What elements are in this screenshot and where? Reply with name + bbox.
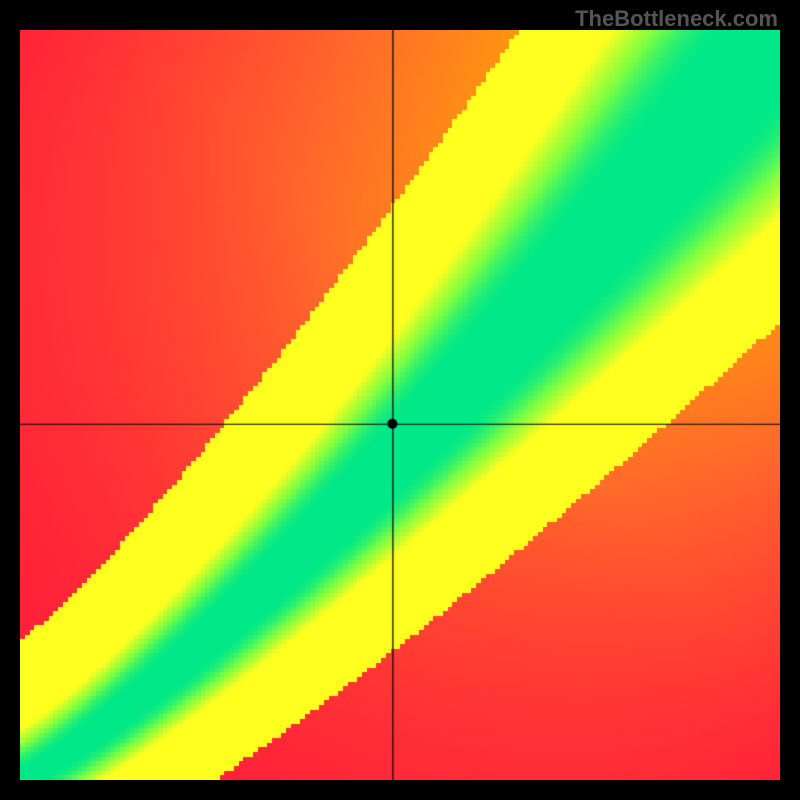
chart-container: TheBottleneck.com (0, 0, 800, 800)
watermark-text: TheBottleneck.com (575, 6, 778, 32)
heatmap-canvas (20, 30, 780, 780)
